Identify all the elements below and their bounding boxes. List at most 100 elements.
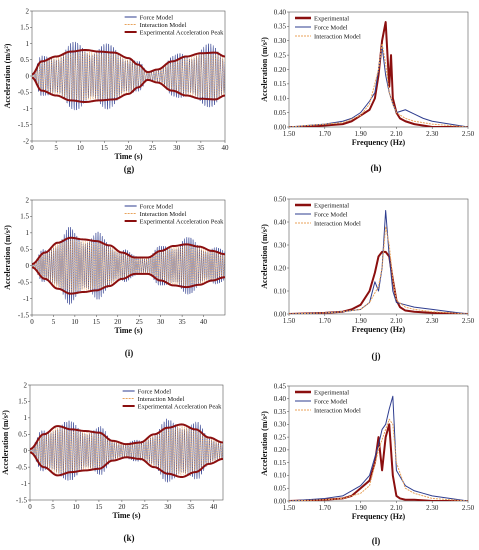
series-interaction-model	[289, 226, 468, 314]
legend-label: Force Model	[140, 203, 174, 210]
legend-label: Interaction Model	[314, 34, 361, 41]
plot-area	[32, 227, 225, 305]
x-tick-label: 1.70	[319, 130, 332, 138]
legend-label: Force Model	[314, 25, 348, 32]
series-interaction-model	[289, 43, 468, 127]
y-tick-label: -1.5	[18, 121, 30, 129]
y-tick-label: -0.5	[16, 463, 28, 471]
y-tick-label: 0	[24, 447, 28, 455]
x-tick-label: 0	[30, 318, 34, 326]
plot-area	[289, 395, 468, 501]
y-tick-label: -1	[23, 295, 29, 303]
x-tick-label: 5	[52, 318, 56, 326]
x-tick-label: 2.50	[462, 130, 475, 138]
y-tick-label: 0.30	[274, 421, 287, 429]
x-tick-label: 25	[149, 144, 157, 152]
legend-label: Experimental Acceleration Peak	[138, 403, 222, 410]
legend-label: Experimental	[314, 390, 349, 397]
legend-label: Force Model	[314, 399, 348, 406]
panel-caption: (j)	[372, 351, 381, 361]
x-tick-label: 2.10	[390, 130, 403, 138]
x-tick-label: 2.30	[426, 317, 439, 325]
y-tick-label: 0.10	[274, 287, 287, 295]
series-force-model	[289, 395, 468, 501]
x-tick-label: 40	[210, 503, 218, 511]
x-axis-label: Frequency (Hz)	[352, 138, 406, 147]
x-tick-label: 5	[51, 503, 55, 511]
series-experimental-peak-lower	[30, 451, 223, 479]
plot-area	[289, 210, 468, 314]
x-tick-label: 1.70	[319, 504, 332, 512]
x-tick-label: 5	[54, 144, 58, 152]
x-tick-label: 15	[93, 318, 101, 326]
legend-label: Force Model	[138, 388, 172, 395]
x-tick-label: 40	[222, 144, 230, 152]
y-tick-label: 0.45	[274, 382, 287, 390]
y-axis-label: Acceleration (m/s²)	[1, 410, 10, 475]
x-tick-label: 25	[141, 503, 149, 511]
series-experimental-peak-upper	[32, 48, 225, 76]
y-tick-label: -1.5	[18, 311, 30, 319]
y-tick-label: 0.10	[274, 472, 287, 480]
panel-i: 21.510.50-0.5-1-1.50 5 10 15 20 25 30 35 40Time …	[3, 196, 226, 358]
legend-label: Interaction Model	[140, 22, 187, 29]
y-tick-label: 0.35	[274, 23, 287, 31]
panel-caption: (k)	[124, 533, 135, 543]
legend-label: Interaction Model	[314, 408, 361, 415]
y-tick-label: 0.40	[274, 395, 287, 403]
y-tick-label: 0.40	[274, 218, 287, 226]
x-tick-label: 1.90	[354, 317, 367, 325]
x-tick-label: 1.50	[283, 130, 296, 138]
x-axis-label: Time (s)	[112, 511, 140, 520]
panel-g: 21.510.50-0.5-1-1.5-20 5 10 15 20 25 30 35 40Tim…	[3, 7, 229, 174]
legend-label: Experimental	[314, 16, 349, 23]
x-axis-label: Frequency (Hz)	[352, 512, 406, 521]
x-tick-label: 35	[187, 503, 195, 511]
y-tick-label: -1	[23, 105, 29, 113]
y-tick-label: 0.5	[20, 246, 29, 254]
y-tick-label: 2	[26, 196, 30, 204]
y-tick-label: -1	[21, 480, 27, 488]
y-tick-label: 1.5	[20, 24, 29, 32]
x-tick-label: 30	[164, 503, 172, 511]
x-axis-label: Time (s)	[114, 326, 142, 335]
x-tick-label: 30	[157, 318, 165, 326]
y-tick-label: -0.5	[18, 89, 30, 97]
series-experimental-peak-lower	[32, 76, 225, 104]
x-tick-label: 0	[30, 144, 34, 152]
x-tick-label: 10	[71, 318, 79, 326]
series-force-model	[289, 46, 468, 127]
x-tick-label: 15	[95, 503, 103, 511]
y-tick-label: -2	[23, 137, 29, 145]
panel-h: 0.40 0.35 0.30 0.25 0.20 0.15 0.10 0.05 0.001.50…	[260, 8, 475, 173]
legend-label: Experimental Acceleration Peak	[140, 29, 224, 36]
y-tick-label: 0	[26, 72, 30, 80]
series-experimental-peak-upper	[32, 236, 225, 266]
x-tick-label: 2.50	[462, 504, 475, 512]
series-interaction-model	[32, 51, 225, 101]
legend-label: Force Model	[140, 14, 174, 21]
y-tick-label: 1.5	[18, 398, 27, 406]
y-axis-label: Acceleration (m/s²)	[3, 43, 12, 108]
y-tick-label: -1.5	[16, 496, 28, 504]
x-tick-label: 10	[72, 503, 80, 511]
panel-j: 0.50 0.40 0.30 0.20 0.10 0.001.50 1.70 1.90 2.10…	[260, 195, 475, 361]
x-tick-label: 20	[118, 503, 126, 511]
panel-l: 0.45 0.40 0.35 0.30 0.25 0.20 0.15 0.10 0.05 0.00…	[260, 382, 475, 546]
y-tick-label: 0.20	[274, 264, 287, 272]
x-tick-label: 2.50	[462, 317, 475, 325]
y-tick-label: 1.5	[20, 213, 29, 221]
series-experimental	[289, 21, 468, 127]
x-tick-label: 1.90	[354, 504, 367, 512]
series-interaction-model	[32, 239, 225, 293]
panel-k: 21.510.50-0.5-1-1.50 5 10 15 20 25 30 35 40Time …	[1, 381, 224, 543]
series-force-model	[30, 418, 223, 483]
x-tick-label: 30	[173, 144, 181, 152]
y-tick-label: 0.20	[274, 66, 287, 74]
plot-area	[289, 21, 468, 127]
y-tick-label: 0.35	[274, 408, 287, 416]
legend-label: Force Model	[314, 212, 348, 219]
x-tick-label: 35	[179, 318, 187, 326]
x-tick-label: 1.90	[354, 130, 367, 138]
